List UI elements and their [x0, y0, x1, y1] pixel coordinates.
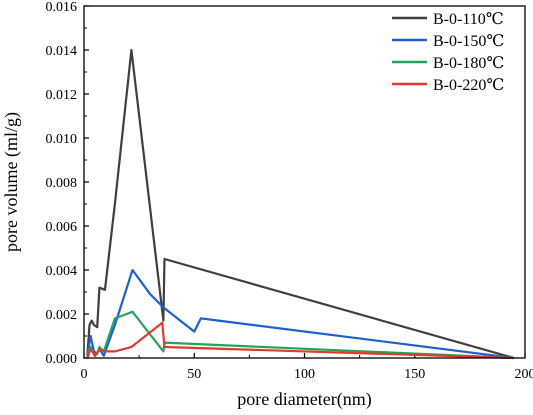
- legend-label: B-0-150℃: [433, 33, 504, 50]
- y-tick-label: 0.002: [46, 308, 78, 323]
- y-tick-label: 0.014: [46, 44, 78, 59]
- y-tick-label: 0.012: [46, 88, 78, 103]
- x-tick-label: 150: [404, 367, 425, 382]
- y-tick-label: 0.010: [46, 132, 78, 147]
- y-tick-label: 0.008: [46, 176, 78, 191]
- y-tick-label: 0.000: [46, 352, 78, 367]
- legend-label: B-0-220℃: [433, 77, 504, 94]
- ticks-layer: 0 50 100 150 200 0.000 0.002 0.004 0.006 0.008 0.0…: [46, 0, 533, 382]
- y-axis-title: pore volume (ml/g): [1, 112, 22, 252]
- plot-area-frame: [83, 5, 526, 359]
- series-line-2: [86, 268, 515, 360]
- x-tick-label: 100: [294, 367, 315, 382]
- x-tick-label: 200: [515, 367, 533, 382]
- legend: B-0-110℃ B-0-150℃ B-0-180℃ B-0-220℃: [392, 11, 504, 94]
- x-axis-title: pore diameter(nm): [237, 389, 371, 410]
- legend-label: B-0-110℃: [433, 11, 504, 28]
- y-tick-label: 0.006: [46, 220, 78, 235]
- series-line-1: [86, 48, 515, 360]
- series-layer: [86, 48, 515, 360]
- x-tick-label: 0: [81, 367, 88, 382]
- y-tick-label: 0.016: [46, 0, 78, 15]
- y-tick-label: 0.004: [46, 264, 78, 279]
- legend-label: B-0-180℃: [433, 55, 504, 72]
- series-line-4: [86, 321, 515, 360]
- x-tick-label: 50: [187, 367, 201, 382]
